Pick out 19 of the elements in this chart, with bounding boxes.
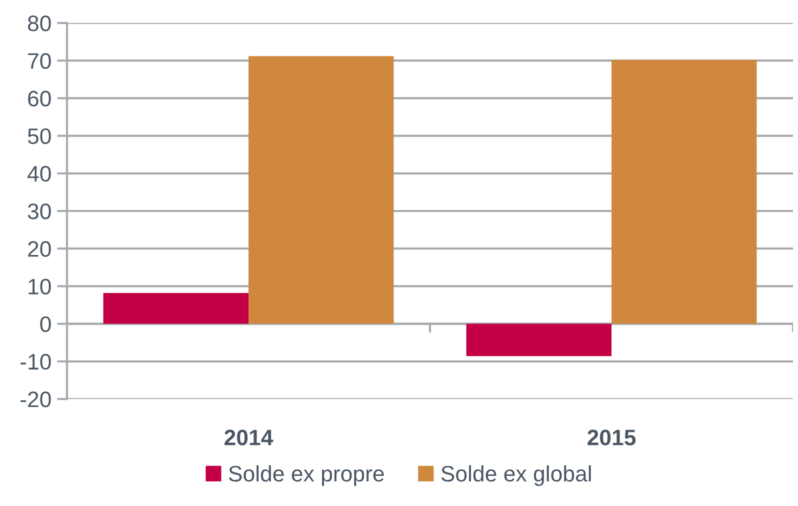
x-tick-label: 2014	[224, 430, 274, 446]
bar	[103, 292, 248, 324]
bar	[612, 60, 757, 324]
y-tick-label: 70	[28, 53, 51, 69]
legend-label: Solde ex global	[441, 465, 591, 486]
x-tick-label: 2015	[588, 430, 636, 446]
bar	[248, 56, 394, 324]
y-tick-label: 50	[28, 128, 51, 144]
y-tick-label: 60	[28, 90, 51, 106]
y-tick-label: -10	[20, 354, 51, 370]
y-tick-label: 0	[40, 316, 51, 332]
y-tick-label: 10	[28, 278, 51, 294]
y-tick-label: -20	[20, 392, 51, 408]
y-tick-label: 30	[28, 204, 51, 220]
legend-label: Solde ex propre	[228, 465, 384, 486]
bar	[466, 324, 612, 356]
y-tick-label: 20	[28, 241, 51, 257]
y-tick-label: 80	[28, 16, 51, 32]
y-tick-label: 40	[28, 166, 51, 182]
